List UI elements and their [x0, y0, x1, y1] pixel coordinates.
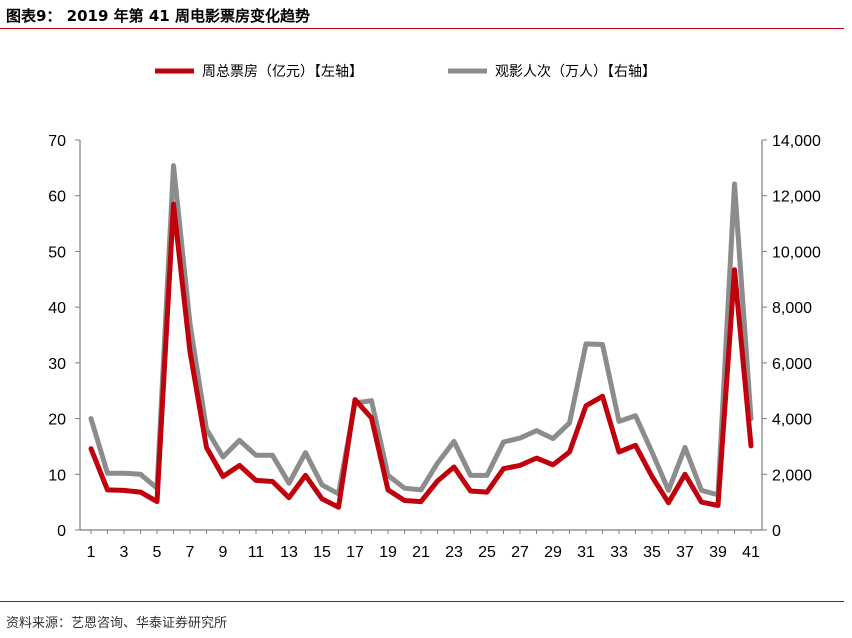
- left-tick-label: 50: [48, 244, 66, 261]
- x-tick-label: 19: [379, 544, 397, 561]
- right-tick-label: 10,000: [772, 244, 821, 261]
- right-tick-label: 4,000: [772, 412, 812, 429]
- x-tick-label: 39: [709, 544, 727, 561]
- x-tick-label: 15: [313, 544, 331, 561]
- figure-title: 图表9： 2019 年第 41 周电影票房变化趋势: [6, 7, 310, 25]
- x-tick-label: 21: [412, 544, 430, 561]
- x-tick-label: 5: [153, 544, 162, 561]
- right-tick-label: 6,000: [772, 356, 812, 373]
- x-tick-label: 27: [511, 544, 529, 561]
- x-tick-label: 41: [742, 544, 760, 561]
- legend-label-box-office: 周总票房（亿元）【左轴】: [202, 63, 363, 79]
- x-tick-label: 37: [676, 544, 694, 561]
- x-tick-label: 11: [248, 544, 265, 561]
- series-lines: [88, 163, 754, 510]
- legend: 周总票房（亿元）【左轴】 观影人次（万人）【右轴】: [155, 63, 656, 79]
- x-tick-label: 25: [478, 544, 496, 561]
- right-tick-label: 0: [772, 523, 781, 540]
- left-tick-label: 30: [48, 356, 66, 373]
- series-line-box-office: [88, 201, 754, 510]
- series-line-admissions: [88, 163, 754, 498]
- x-tick-label: 35: [643, 544, 661, 561]
- right-tick-label: 2,000: [772, 467, 812, 484]
- x-tick-label: 3: [120, 544, 129, 561]
- x-tick-label: 29: [544, 544, 562, 561]
- title-rule: [0, 28, 844, 29]
- x-tick-label: 13: [280, 544, 298, 561]
- x-tick-label: 9: [219, 544, 228, 561]
- left-axis-ticks: 0 10 20 30 40 50 60 70: [48, 133, 80, 540]
- left-tick-label: 40: [48, 300, 66, 317]
- dual-axis-line-chart: 周总票房（亿元）【左轴】 观影人次（万人）【右轴】 01020304050607…: [48, 63, 821, 561]
- left-tick-label: 10: [48, 467, 66, 484]
- left-tick-label: 60: [48, 189, 66, 206]
- legend-label-admissions: 观影人次（万人）【右轴】: [495, 63, 656, 79]
- x-tick-label: 17: [346, 544, 364, 561]
- right-axis-ticks: 0 2,000 4,000 6,000 8,000 10,000 12,000 14,000: [762, 133, 821, 540]
- x-tick-label: 33: [610, 544, 628, 561]
- x-tick-label: 31: [577, 544, 595, 561]
- x-tick-label: 1: [87, 544, 96, 561]
- right-tick-label: 14,000: [772, 133, 821, 150]
- left-tick-label: 0: [57, 523, 66, 540]
- left-tick-label: 70: [48, 133, 66, 150]
- x-axis-ticks: 1 3 5 7 9 11 13 15 17 19 21 23 25 27 29 31 33 35 37 39 41: [87, 530, 760, 561]
- source-rule: [0, 601, 844, 602]
- x-tick-label: 23: [445, 544, 463, 561]
- left-tick-label: 20: [48, 412, 66, 429]
- source-note: 资料来源：艺恩咨询、华泰证券研究所: [6, 616, 228, 631]
- x-tick-label: 7: [186, 544, 195, 561]
- right-tick-label: 12,000: [772, 189, 821, 206]
- right-tick-label: 8,000: [772, 300, 812, 317]
